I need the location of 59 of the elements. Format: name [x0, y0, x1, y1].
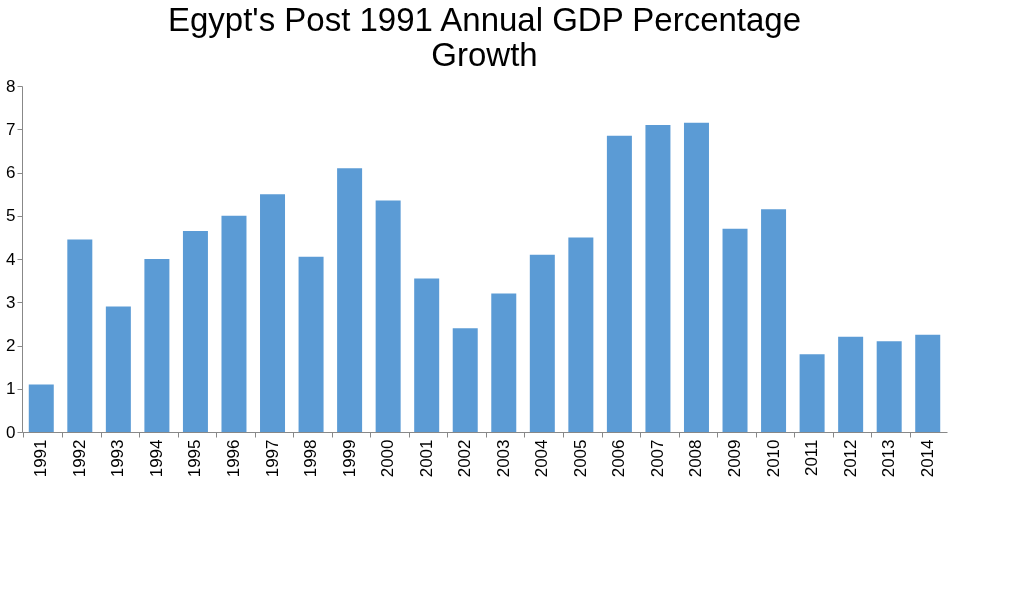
x-tick-label: 2006: [609, 439, 629, 478]
bar: [298, 256, 324, 432]
x-tick-label: 2000: [378, 439, 398, 478]
x-tick-label: 1991: [31, 439, 51, 478]
x-tick-label: 1993: [108, 439, 128, 478]
x-tick-label: 1999: [339, 439, 359, 478]
bar: [375, 200, 401, 432]
x-tick-label: 2010: [763, 439, 783, 478]
y-tick-label: 2: [6, 336, 16, 355]
bar: [799, 354, 825, 432]
bar: [182, 230, 208, 432]
bar: [683, 122, 709, 432]
bar: [67, 239, 93, 432]
x-tick-label: 2009: [725, 439, 745, 478]
x-tick-label: 2005: [570, 439, 590, 478]
bar: [452, 328, 478, 432]
bar: [838, 336, 864, 432]
x-tick-label: 2001: [416, 439, 436, 478]
bar: [761, 209, 787, 432]
y-tick-label: 3: [6, 292, 16, 312]
bar: [28, 384, 54, 432]
x-tick-label: 2008: [686, 439, 706, 478]
x-tick-label: 2012: [840, 439, 860, 478]
bar: [876, 341, 902, 432]
y-tick-label: 8: [6, 76, 16, 96]
y-tick-label: 1: [6, 379, 16, 399]
bar: [414, 278, 440, 432]
x-tick-label: 1992: [69, 439, 89, 478]
bar: [260, 194, 286, 432]
x-tick-label: 1996: [223, 439, 243, 478]
bar: [568, 237, 594, 432]
x-tick-label: 1994: [146, 439, 166, 478]
x-tick-label: 2003: [493, 439, 513, 478]
bar: [606, 135, 632, 432]
bar: [645, 124, 671, 432]
bar: [221, 215, 247, 432]
text: Growth: [431, 36, 538, 73]
bar: [915, 334, 941, 432]
bar: [337, 168, 363, 432]
x-tick-label: 2014: [917, 439, 937, 478]
x-tick-label: 1997: [262, 439, 282, 478]
x-tick-label: 2007: [647, 439, 667, 478]
x-tick-label: 1995: [185, 439, 205, 478]
x-tick-label: 2013: [879, 439, 899, 478]
y-tick-label: 7: [6, 119, 16, 139]
x-tick-label: 1998: [301, 439, 321, 478]
bar: [105, 306, 131, 432]
x-tick-label: 2002: [455, 439, 475, 478]
y-tick-label: 4: [6, 249, 16, 269]
text: Egypt's Post 1991 Annual GDP Percentage: [167, 1, 802, 38]
y-tick-label: 6: [6, 163, 16, 182]
bar: [491, 293, 517, 432]
bar: [722, 228, 748, 432]
bar: [529, 254, 555, 432]
x-tick-label: 2004: [532, 439, 552, 478]
bar: [144, 259, 170, 432]
y-tick-label: 0: [6, 422, 16, 442]
x-tick-label: 2011: [802, 439, 822, 477]
y-tick-label: 5: [6, 206, 16, 226]
